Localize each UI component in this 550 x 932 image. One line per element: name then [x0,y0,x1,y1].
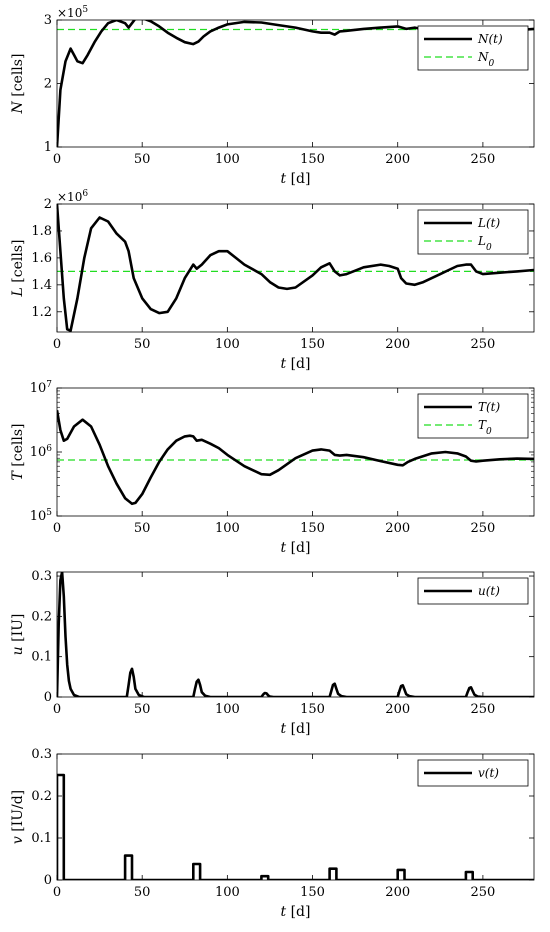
x-axis-label: t [d] [281,721,311,737]
plot-frame [56,753,535,881]
panel-4: 0 50 100 150 200 250 0 0.1 0.2 0.3 t [d] u [IU] u(t) [10,569,535,737]
y-tick-label: 0.3 [31,569,52,584]
legend: v(t) [417,759,529,787]
legend-label: N(t) [477,32,503,46]
y-tick-label: 3 [44,13,52,28]
x-tick-label: 100 [215,152,240,167]
y-tick-label: 0 [44,873,52,888]
x-tick-label: 200 [385,337,410,352]
panel-2: 0 50 100 150 200 250 1.2 1.4 1.6 1.8 2 ×106 t [d] L [… [10,189,535,372]
x-tick-label: 100 [215,885,240,900]
x-tick-label: 250 [470,521,495,536]
legend-label: L(t) [477,216,500,230]
plot-frame [56,571,535,698]
x-tick-label: 50 [134,521,151,536]
x-tick-label: 200 [385,521,410,536]
legend-box [417,209,529,255]
legend-label: L0 [477,234,492,253]
x-tick-label: 150 [300,885,325,900]
y-tick-label: 0.1 [31,650,52,665]
y-tick-label: 0.1 [31,831,52,846]
x-tick-label: 150 [300,521,325,536]
y-tick-label: 0 [44,690,52,705]
x-tick-label: 250 [470,337,495,352]
series-line-1 [57,773,534,880]
panel-5: 0 50 100 150 200 250 0 0.1 0.2 0.3 t [d] v [IU/d] v(… [10,747,535,920]
y-axis-label: v [IU/d] [10,790,26,844]
y-tick-label: 1.8 [31,224,52,239]
x-tick-label: 50 [134,337,151,352]
y-tick-label: 107 [30,380,53,396]
x-tick-label: 50 [134,702,151,717]
y-tick-label: 2 [44,197,52,212]
y-tick-label: 1.4 [31,278,52,293]
x-tick-label: 150 [300,702,325,717]
x-tick-label: 0 [53,702,61,717]
legend-label: v(t) [478,766,499,780]
series-line-1 [57,409,534,506]
y-axis-label: u [IU] [10,614,26,656]
x-tick-label: 100 [215,702,240,717]
panel-1: 0 50 100 150 200 250 1 2 3 ×105 t [d] N [cells] N(t)… [10,5,535,187]
legend-label: T(t) [478,400,501,414]
legend: N(t) N0 [417,25,529,71]
x-tick-label: 50 [134,885,151,900]
x-axis-label: t [d] [281,904,311,920]
legend: L(t) L0 [417,209,529,255]
x-tick-label: 200 [385,152,410,167]
y-tick-label: 0.3 [31,747,52,762]
y-axis-label: T [cells] [10,424,26,481]
legend-label: T0 [478,418,492,437]
legend: u(t) [417,577,529,605]
x-tick-label: 0 [53,337,61,352]
y-tick-label: 1.2 [31,305,52,320]
x-tick-label: 250 [470,885,495,900]
plot-frame [56,203,535,333]
y-tick-label: 1 [44,140,52,155]
x-tick-label: 250 [470,152,495,167]
y-tick-label: 1.6 [31,251,52,266]
x-axis-label: t [d] [281,171,311,187]
legend-box [417,393,529,439]
x-tick-label: 150 [300,152,325,167]
x-tick-label: 0 [53,521,61,536]
legend-box [417,25,529,71]
x-tick-label: 100 [215,337,240,352]
y-tick-label: 106 [30,444,53,460]
x-axis-label: t [d] [281,540,311,556]
x-tick-label: 200 [385,702,410,717]
y-tick-label: 0.2 [31,789,52,804]
legend-label: u(t) [478,584,500,598]
y-tick-label: 105 [30,508,53,524]
axis-multiplier: ×106 [57,189,88,204]
y-tick-label: 0.2 [31,609,52,624]
y-axis-label: L [cells] [10,240,26,298]
x-tick-label: 50 [134,152,151,167]
series-line-1 [57,204,534,332]
x-axis-label: t [d] [281,356,311,372]
series-line-1 [57,572,534,697]
x-tick-label: 0 [53,152,61,167]
axis-multiplier: ×105 [57,5,88,20]
legend: T(t) T0 [417,393,529,439]
x-tick-label: 0 [53,885,61,900]
y-tick-label: 2 [44,77,52,92]
legend-label: N0 [477,50,495,69]
panel-3: 0 50 100 150 200 250 105 106 107 t [d] T [cells] T(… [10,380,535,556]
x-tick-label: 250 [470,702,495,717]
y-axis-label: N [cells] [10,54,26,115]
x-tick-label: 100 [215,521,240,536]
x-tick-label: 150 [300,337,325,352]
x-tick-label: 200 [385,885,410,900]
